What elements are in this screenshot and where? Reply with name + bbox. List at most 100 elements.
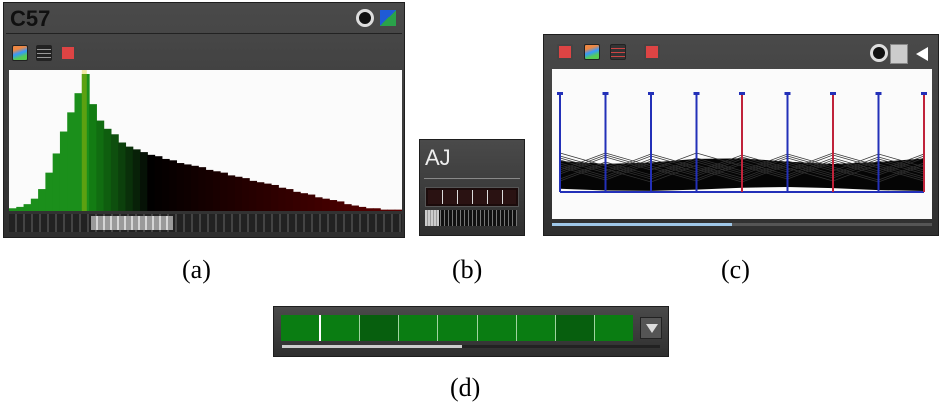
- lines-icon[interactable]: [36, 45, 52, 61]
- histogram-bar: [234, 176, 243, 211]
- progress-bar[interactable]: [282, 345, 660, 348]
- histogram-bar: [110, 134, 119, 211]
- axis-cap[interactable]: [602, 92, 609, 95]
- histogram-bar: [314, 197, 323, 211]
- histogram-bar: [176, 163, 185, 211]
- settings-icon[interactable]: [870, 44, 888, 62]
- histogram-bar: [45, 172, 54, 211]
- mini-slider[interactable]: [425, 210, 517, 226]
- panel-title: C57: [10, 6, 51, 31]
- parallel-coordinates-panel: [543, 34, 939, 236]
- histogram-bar: [307, 194, 316, 211]
- histogram-bar: [67, 112, 76, 211]
- color-bar-panel: [273, 306, 669, 357]
- color-swatch-icon[interactable]: [380, 10, 396, 26]
- dropdown-arrow-icon[interactable]: [640, 317, 662, 339]
- histogram-bar: [140, 152, 148, 211]
- caption-c: (c): [721, 255, 750, 284]
- histogram-bar: [263, 183, 272, 211]
- histogram-chart: [9, 70, 402, 211]
- grid-icon[interactable]: [60, 45, 76, 61]
- settings-icon[interactable]: [356, 9, 374, 27]
- grid-icon[interactable]: [557, 44, 573, 60]
- histogram-bar: [285, 189, 294, 211]
- color-map-icon[interactable]: [584, 44, 600, 60]
- compact-panel: AJ: [419, 139, 525, 236]
- color-segment[interactable]: [398, 315, 438, 341]
- range-slider-thumb[interactable]: [91, 216, 173, 230]
- histogram-bar: [292, 191, 301, 211]
- color-segment[interactable]: [359, 315, 399, 341]
- histogram-bar: [198, 167, 207, 211]
- histogram-bar: [59, 131, 68, 211]
- histogram-bar: [169, 160, 177, 211]
- histogram-bar: [125, 146, 134, 211]
- color-segment[interactable]: [593, 315, 633, 341]
- color-segment[interactable]: [476, 315, 516, 341]
- histogram-bar: [103, 128, 112, 211]
- axis-cap[interactable]: [921, 92, 927, 95]
- histogram-bar: [271, 184, 279, 211]
- histogram-bar: [380, 209, 389, 211]
- histogram-bar: [118, 142, 127, 211]
- grid-icon-alt[interactable]: [644, 44, 660, 60]
- histogram-bar: [329, 200, 338, 211]
- lock-icon[interactable]: [890, 44, 908, 64]
- histogram-bar: [249, 180, 258, 211]
- caption-b: (b): [452, 255, 483, 284]
- caption-a: (a): [182, 255, 211, 284]
- axis-cap[interactable]: [830, 92, 836, 95]
- parallel-coordinates-chart: [557, 92, 927, 193]
- color-segment[interactable]: [281, 315, 320, 341]
- histogram-panel: C57: [3, 2, 405, 238]
- caption-d: (d): [450, 373, 481, 402]
- histogram-bar: [132, 149, 141, 211]
- histogram-bar: [16, 206, 25, 211]
- histogram-bar: [9, 208, 17, 211]
- color-segment[interactable]: [554, 315, 594, 341]
- histogram-bar: [205, 169, 214, 211]
- histogram-bar: [365, 208, 374, 211]
- axis-cap[interactable]: [693, 92, 700, 95]
- histogram-bar: [161, 158, 170, 211]
- axis-cap[interactable]: [648, 92, 654, 95]
- histogram-area: [9, 70, 402, 211]
- color-segment[interactable]: [515, 315, 555, 341]
- peak-highlight: [81, 70, 87, 211]
- color-map-icon[interactable]: [12, 45, 28, 61]
- color-segment-bar[interactable]: [281, 315, 633, 341]
- histogram-bar: [343, 204, 352, 211]
- axis-cap[interactable]: [784, 92, 791, 95]
- histogram-bar: [183, 164, 192, 211]
- histogram-bar: [227, 175, 236, 211]
- histogram-bar: [394, 209, 402, 211]
- histogram-bar: [154, 156, 163, 211]
- axis-cap[interactable]: [739, 92, 745, 95]
- histogram-bar: [278, 187, 287, 211]
- histogram-bar: [387, 209, 396, 211]
- color-segment[interactable]: [437, 315, 477, 341]
- range-slider[interactable]: [9, 214, 402, 232]
- histogram-bar: [190, 165, 199, 211]
- color-segment[interactable]: [319, 315, 360, 341]
- histogram-bar: [300, 193, 308, 211]
- histogram-bar: [81, 74, 90, 211]
- histogram-bar: [23, 204, 32, 211]
- lines-icon[interactable]: [610, 44, 626, 60]
- horizontal-scrollbar[interactable]: [552, 223, 932, 226]
- collapse-arrow-icon[interactable]: [916, 47, 928, 61]
- axis-cap[interactable]: [875, 92, 882, 95]
- histogram-bar: [358, 206, 367, 211]
- histogram-bar: [96, 120, 105, 211]
- histogram-bar: [89, 104, 97, 211]
- histogram-bar: [351, 205, 359, 211]
- histogram-bar: [372, 208, 381, 211]
- histogram-bar: [321, 198, 330, 211]
- histogram-bar: [336, 201, 345, 211]
- axis-cap[interactable]: [557, 92, 563, 95]
- histogram-bar: [212, 171, 221, 211]
- parallel-axes-area: [552, 69, 932, 219]
- histogram-bar: [30, 198, 39, 211]
- histogram-bar: [52, 153, 61, 211]
- histogram-bar: [256, 182, 265, 211]
